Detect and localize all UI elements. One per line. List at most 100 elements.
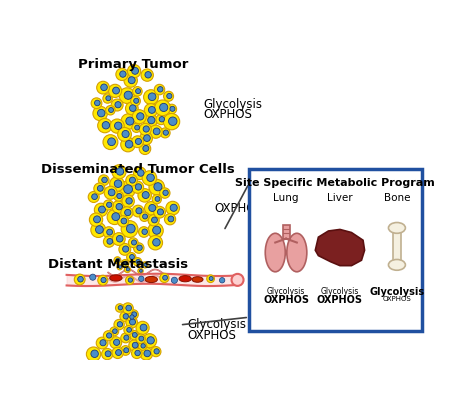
Circle shape xyxy=(121,346,130,356)
Circle shape xyxy=(170,107,175,112)
Circle shape xyxy=(142,262,148,268)
Ellipse shape xyxy=(192,277,203,283)
Circle shape xyxy=(128,278,133,283)
Circle shape xyxy=(98,110,105,117)
Circle shape xyxy=(128,65,141,79)
Circle shape xyxy=(108,139,116,146)
Circle shape xyxy=(117,265,122,270)
Text: Disseminated Tumor Cells: Disseminated Tumor Cells xyxy=(41,162,234,175)
Circle shape xyxy=(124,267,130,273)
Circle shape xyxy=(159,117,164,123)
Circle shape xyxy=(137,170,144,177)
Circle shape xyxy=(231,274,244,286)
Circle shape xyxy=(86,347,100,361)
Circle shape xyxy=(144,104,157,117)
Circle shape xyxy=(139,144,151,155)
Circle shape xyxy=(122,131,129,138)
Circle shape xyxy=(136,90,141,94)
Bar xyxy=(249,170,421,331)
Circle shape xyxy=(113,329,117,334)
Circle shape xyxy=(140,324,147,331)
Circle shape xyxy=(109,177,124,192)
Circle shape xyxy=(122,303,133,314)
Circle shape xyxy=(124,75,137,88)
Circle shape xyxy=(124,335,129,340)
Circle shape xyxy=(132,136,144,148)
Circle shape xyxy=(103,331,113,341)
Circle shape xyxy=(108,190,115,196)
Circle shape xyxy=(91,194,98,200)
Circle shape xyxy=(115,102,121,109)
Circle shape xyxy=(119,89,135,104)
Circle shape xyxy=(163,131,168,136)
Circle shape xyxy=(169,118,177,126)
Circle shape xyxy=(112,213,119,221)
Circle shape xyxy=(133,258,142,266)
Ellipse shape xyxy=(145,277,157,283)
Circle shape xyxy=(126,317,137,328)
Text: Lung: Lung xyxy=(273,193,299,203)
Circle shape xyxy=(153,227,161,234)
Circle shape xyxy=(138,276,144,282)
Ellipse shape xyxy=(265,234,285,272)
Text: Glycolysis: Glycolysis xyxy=(369,287,425,297)
Circle shape xyxy=(116,204,122,210)
Circle shape xyxy=(74,275,85,285)
Circle shape xyxy=(134,243,144,254)
Circle shape xyxy=(143,127,149,133)
Circle shape xyxy=(128,77,135,85)
Circle shape xyxy=(115,123,122,130)
Circle shape xyxy=(117,194,122,199)
Ellipse shape xyxy=(389,223,405,234)
Circle shape xyxy=(94,183,105,195)
Circle shape xyxy=(142,192,149,199)
Circle shape xyxy=(133,87,142,97)
Circle shape xyxy=(167,94,172,99)
Circle shape xyxy=(116,350,121,356)
Circle shape xyxy=(154,207,165,219)
Circle shape xyxy=(120,312,130,322)
Circle shape xyxy=(148,215,159,226)
Circle shape xyxy=(153,129,160,135)
Circle shape xyxy=(130,315,134,320)
Circle shape xyxy=(160,128,170,139)
Circle shape xyxy=(145,72,151,79)
Circle shape xyxy=(126,175,137,187)
Circle shape xyxy=(100,340,106,346)
Circle shape xyxy=(136,139,141,145)
Circle shape xyxy=(164,214,176,225)
Circle shape xyxy=(122,196,134,208)
Circle shape xyxy=(164,92,173,102)
Circle shape xyxy=(112,233,125,246)
Circle shape xyxy=(143,215,147,220)
Text: Glycolysis: Glycolysis xyxy=(188,317,246,330)
Circle shape xyxy=(152,195,162,204)
Circle shape xyxy=(101,278,106,283)
Bar xyxy=(393,230,401,264)
Circle shape xyxy=(207,275,214,283)
Circle shape xyxy=(219,278,225,283)
Circle shape xyxy=(121,260,129,268)
Circle shape xyxy=(148,94,156,101)
Circle shape xyxy=(103,237,115,247)
Circle shape xyxy=(104,187,117,200)
Circle shape xyxy=(110,337,122,349)
Circle shape xyxy=(132,124,141,133)
Circle shape xyxy=(129,255,134,260)
Circle shape xyxy=(114,320,124,330)
Circle shape xyxy=(94,101,100,107)
Circle shape xyxy=(78,277,83,282)
Circle shape xyxy=(154,85,165,96)
Circle shape xyxy=(127,253,136,262)
Circle shape xyxy=(97,82,109,95)
Circle shape xyxy=(157,87,163,93)
Circle shape xyxy=(140,213,149,222)
Circle shape xyxy=(136,208,142,214)
Circle shape xyxy=(125,141,133,149)
Circle shape xyxy=(129,178,136,183)
Circle shape xyxy=(147,337,155,344)
Circle shape xyxy=(136,322,149,335)
Circle shape xyxy=(123,246,129,252)
Circle shape xyxy=(145,202,158,215)
Circle shape xyxy=(124,92,132,100)
